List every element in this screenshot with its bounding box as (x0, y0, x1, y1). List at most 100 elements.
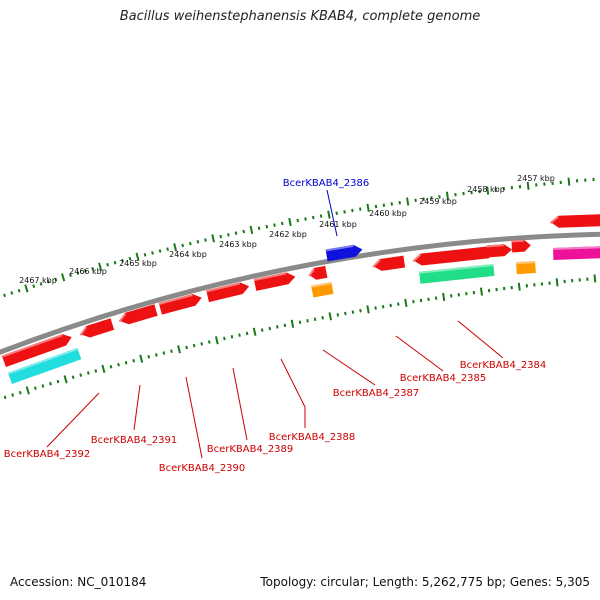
minor-tick (10, 291, 14, 295)
minor-tick (106, 262, 109, 267)
kbp-label: 2461 kbp (319, 220, 357, 229)
gene-2391-arrow (80, 318, 115, 338)
minor-tick (49, 381, 52, 386)
major-tick (177, 345, 181, 354)
minor-tick (242, 229, 246, 234)
minor-tick (268, 326, 272, 331)
gene-2388-arrow (206, 282, 250, 303)
major-tick (366, 203, 370, 212)
minor-tick (227, 233, 230, 237)
minor-tick (359, 207, 362, 211)
kbp-labels: 2457 kbp 2458 kbp 2459 kbp 2460 kbp 2461 kbp… (19, 174, 555, 285)
gene-arrow (486, 244, 513, 258)
gene-label: BcerKBAB4_2384 (460, 360, 547, 371)
gene-arrow-highlight (511, 239, 524, 243)
minor-tick (86, 371, 90, 375)
kbp-label: 2467 kbp (19, 276, 57, 285)
minor-tick (412, 299, 415, 304)
minor-tick (170, 349, 173, 353)
minor-tick (344, 311, 347, 316)
major-tick (567, 177, 571, 186)
major-tick (214, 336, 219, 345)
minor-tick (147, 355, 151, 359)
gene-2392-arrow (1, 334, 72, 368)
major-tick (406, 197, 410, 206)
callout-line (46, 392, 100, 448)
kbp-label: 2462 kbp (269, 230, 307, 239)
minor-tick (192, 343, 196, 348)
minor-tick (158, 249, 162, 253)
minor-tick (298, 320, 302, 325)
minor-tick (219, 234, 223, 239)
major-tick (517, 282, 521, 291)
minor-tick (257, 226, 261, 231)
gene-2384-arrow (413, 246, 490, 266)
minor-tick (94, 369, 98, 373)
kbp-label: 2464 kbp (169, 250, 207, 259)
gene-label: BcerKBAB4_2388 (269, 432, 356, 443)
kbp-label: 2459 kbp (419, 197, 457, 206)
gene-label: BcerKBAB4_2391 (91, 435, 178, 446)
gene-orange-block-highlight (515, 260, 536, 265)
gene-label: BcerKBAB4_2389 (207, 444, 294, 455)
minor-tick (185, 345, 188, 350)
gene-label: BcerKBAB4_2392 (4, 449, 91, 460)
minor-tick (260, 328, 264, 332)
major-tick (328, 312, 332, 321)
gene-2390-arrow (119, 304, 158, 325)
minor-tick (351, 208, 354, 213)
minor-tick (265, 224, 269, 229)
major-tick (173, 243, 178, 252)
minor-tick (151, 251, 154, 255)
major-tick (63, 375, 68, 384)
kbp-label: 2460 kbp (369, 209, 407, 218)
minor-tick (18, 390, 22, 395)
minor-tick (351, 310, 355, 314)
minor-tick (245, 331, 249, 336)
minor-tick (304, 217, 307, 221)
gene-magenta-block (552, 246, 600, 260)
minor-tick (319, 214, 323, 218)
minor-tick (238, 333, 241, 337)
gene-2389-arrow (158, 294, 202, 315)
major-tick (139, 354, 144, 363)
minor-tick (39, 282, 43, 286)
minor-tick (91, 267, 95, 271)
kbp-label: 2458 kbp (467, 185, 505, 194)
minor-tick (336, 313, 340, 317)
callout-line (326, 189, 338, 237)
major-tick (61, 273, 66, 282)
minor-tick (181, 243, 185, 248)
major-tick (249, 225, 254, 235)
accession-text: Accession: NC_010184 (10, 575, 147, 589)
gene-2385-arrow (372, 255, 406, 271)
minor-tick (359, 308, 362, 313)
minor-tick (312, 215, 315, 220)
gene-label: BcerKBAB4_2390 (159, 463, 246, 474)
major-tick (442, 292, 446, 302)
map-title: Bacillus weihenstephanensis KBAB4, compl… (119, 9, 481, 24)
major-tick (526, 181, 530, 190)
minor-tick (113, 260, 117, 265)
minor-tick (273, 223, 276, 227)
gene-cyan-block (7, 347, 82, 384)
kbp-label: 2465 kbp (119, 259, 157, 268)
minor-tick (32, 284, 36, 288)
callout-line (280, 358, 306, 428)
gene-label: BcerKBAB4_2386 (283, 178, 370, 189)
gene-arrow (550, 214, 600, 228)
minor-tick (234, 231, 238, 235)
major-tick (479, 287, 483, 296)
gene-teal-block (419, 263, 495, 284)
minor-tick (280, 221, 284, 226)
minor-tick (132, 358, 136, 363)
minor-tick (121, 258, 124, 263)
minor-tick (143, 253, 147, 257)
gene-arrow-highlight (486, 244, 504, 248)
gene-2386-arrow-highlight (325, 244, 354, 252)
minor-tick (389, 303, 392, 308)
minor-tick (83, 269, 87, 273)
minor-tick (56, 379, 60, 384)
minor-tick (374, 306, 377, 310)
gene-callouts: BcerKBAB4_2386 BcerKBAB4_2384 BcerKBAB4_23… (4, 178, 547, 474)
